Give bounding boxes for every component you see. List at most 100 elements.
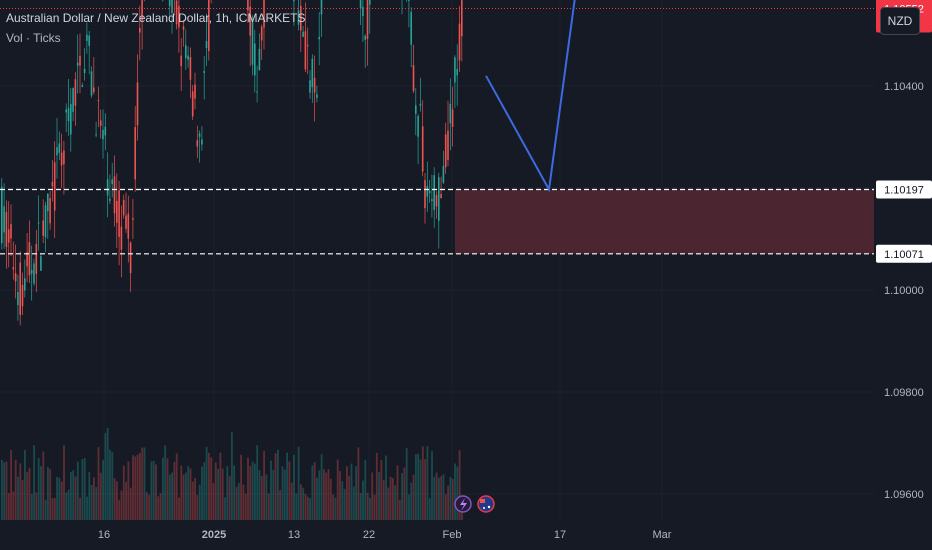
- event-icons[interactable]: [454, 495, 495, 513]
- candle-body: [369, 0, 371, 5]
- candle-body: [104, 126, 107, 136]
- candle-body: [302, 31, 304, 37]
- candle-body: [424, 180, 426, 209]
- volume-bar: [359, 493, 362, 520]
- candle-body: [139, 27, 141, 33]
- volume-bar: [95, 487, 98, 520]
- candle-body: [26, 252, 28, 267]
- volume-bar: [113, 478, 116, 520]
- candle-body: [141, 0, 143, 21]
- volume-bar: [341, 481, 344, 520]
- volume-bar: [180, 465, 183, 520]
- volume-bar: [203, 462, 206, 520]
- volume-bar: [357, 447, 360, 520]
- candle-body: [56, 147, 58, 156]
- volume-bar: [125, 481, 127, 520]
- volume-bar: [350, 463, 353, 520]
- candle-body: [86, 34, 88, 41]
- candle-body: [125, 215, 127, 229]
- volume-bar: [428, 498, 431, 520]
- volume-bar: [152, 460, 155, 520]
- candle-body: [21, 284, 24, 307]
- volume-bar: [412, 474, 415, 520]
- volume-bar: [67, 489, 70, 520]
- volume-bar: [302, 487, 305, 520]
- volume-bar: [136, 454, 139, 520]
- volume-bar: [81, 459, 84, 520]
- volume-bar: [254, 463, 256, 520]
- volume-bar: [387, 487, 390, 520]
- candle-body: [7, 229, 10, 243]
- volume-bar: [24, 450, 26, 520]
- volume-bar: [454, 463, 456, 520]
- volume-bar: [162, 457, 164, 520]
- candle-body: [258, 48, 261, 71]
- volume-bar: [219, 452, 222, 520]
- volume-bar: [318, 470, 321, 520]
- support-zone[interactable]: [455, 189, 874, 254]
- volume-indicator-label[interactable]: Vol · Ticks: [6, 31, 61, 45]
- level-label: 1.10071: [884, 249, 924, 261]
- candle-body: [187, 55, 189, 60]
- volume-bar: [251, 461, 254, 520]
- candle-body: [99, 120, 102, 126]
- candle-body: [79, 55, 81, 66]
- volume-bar: [76, 461, 79, 520]
- volume-bar: [3, 462, 6, 520]
- projection-path[interactable]: [485, 0, 598, 193]
- volume-bar: [166, 458, 169, 520]
- volume-bar: [327, 469, 330, 520]
- time-axis[interactable]: 16 2025 13 22 Feb 17 Mar: [98, 529, 672, 541]
- candle-body: [90, 71, 93, 96]
- candle-body: [412, 65, 415, 92]
- projection-arrow[interactable]: [485, 0, 605, 193]
- candle-body: [426, 185, 429, 197]
- volume-bar: [295, 493, 298, 520]
- volume-bar: [164, 445, 167, 520]
- candle-body: [408, 0, 410, 1]
- volume-bar: [440, 476, 443, 520]
- volume-bar: [288, 461, 291, 520]
- volume-bar: [97, 447, 100, 520]
- candle-body: [47, 193, 49, 212]
- volume-bar: [139, 452, 141, 520]
- level-label: 1.10197: [884, 185, 924, 197]
- candle-body: [447, 130, 449, 160]
- volume-bar: [415, 454, 417, 520]
- candle-body: [440, 193, 442, 199]
- volume-bar: [83, 457, 86, 520]
- volume-bar: [168, 474, 171, 520]
- candle-body: [256, 91, 258, 93]
- candle-body: [3, 206, 5, 233]
- candle-body: [109, 198, 111, 201]
- volume-bar: [231, 432, 233, 520]
- candle-body: [122, 200, 125, 216]
- candle-body: [251, 20, 254, 65]
- volume-bar: [196, 494, 199, 520]
- volume-bar: [237, 483, 240, 520]
- candle-body: [93, 87, 95, 93]
- volume-bar: [106, 427, 109, 520]
- volume-bar: [281, 466, 284, 520]
- volume-bar: [214, 462, 217, 520]
- candle-body: [51, 182, 54, 187]
- volume-bar: [240, 454, 242, 520]
- candle-body: [72, 88, 74, 112]
- australia-flag-icon[interactable]: [477, 495, 495, 513]
- volume-bar: [263, 451, 265, 520]
- candle-body: [419, 103, 422, 106]
- symbol-title: Australian Dollar / New Zealand Dollar, …: [6, 11, 306, 25]
- currency-button[interactable]: NZD: [880, 7, 920, 35]
- volume-bar: [19, 463, 22, 520]
- volume-bar: [355, 466, 357, 520]
- candle-body: [260, 26, 263, 41]
- volume-bar: [148, 494, 150, 520]
- volume-bar: [171, 472, 173, 520]
- volume-bar: [145, 492, 148, 520]
- candle-body: [70, 104, 72, 135]
- volume-bar: [217, 468, 219, 520]
- volume-bar: [458, 450, 461, 520]
- candle-body: [19, 262, 21, 315]
- volume-bar: [109, 449, 111, 520]
